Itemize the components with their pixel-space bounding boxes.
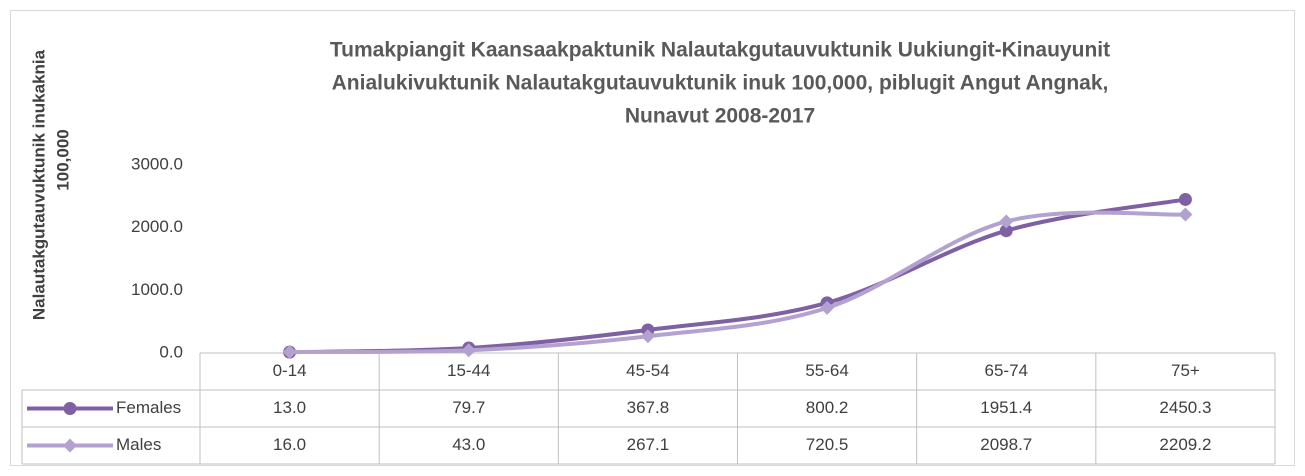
- x-tick-label: 0-14: [273, 361, 307, 380]
- y-tick-label: 1000.0: [131, 280, 183, 299]
- x-tick-label: 15-44: [447, 361, 490, 380]
- x-tick-label: 55-64: [805, 361, 848, 380]
- x-tick-label: 65-74: [985, 361, 1028, 380]
- table-value: 79.7: [452, 398, 485, 417]
- y-tick-label: 2000.0: [131, 217, 183, 236]
- legend-label: Males: [116, 435, 161, 454]
- x-tick-label: 45-54: [626, 361, 669, 380]
- table-value: 13.0: [273, 398, 306, 417]
- marker: [999, 224, 1013, 238]
- marker: [999, 214, 1014, 229]
- table-value: 1951.4: [980, 398, 1032, 417]
- chart-title: Nunavut 2008-2017: [625, 105, 815, 128]
- marker: [820, 300, 835, 315]
- legend-label: Females: [116, 398, 181, 417]
- table-value: 267.1: [627, 435, 670, 454]
- table-value: 720.5: [806, 435, 849, 454]
- y-tick-label: 3000.0: [131, 154, 183, 173]
- marker: [461, 343, 476, 358]
- table-value: 16.0: [273, 435, 306, 454]
- table-value: 367.8: [627, 398, 670, 417]
- marker: [63, 438, 77, 453]
- marker: [1178, 207, 1193, 222]
- y-axis-label: Nalautakgutauvuktunik inukaknia: [29, 49, 48, 320]
- table-value: 800.2: [806, 398, 849, 417]
- marker: [63, 402, 77, 415]
- y-tick-label: 0.0: [159, 342, 183, 361]
- series-line: [289, 210, 1186, 355]
- table-value: 2209.2: [1159, 435, 1211, 454]
- y-axis-label: 100,000: [53, 129, 72, 190]
- table-value: 2450.3: [1159, 398, 1211, 417]
- marker: [1178, 192, 1192, 206]
- chart-title: Anialukivuktunik Nalautakgutauvuktunik i…: [332, 72, 1109, 95]
- marker: [282, 344, 297, 359]
- table-value: 2098.7: [980, 435, 1032, 454]
- x-tick-label: 75+: [1171, 361, 1200, 380]
- table-value: 43.0: [452, 435, 485, 454]
- marker: [640, 329, 655, 344]
- chart-title: Tumakpiangit Kaansaakpaktunik Nalautakgu…: [330, 39, 1110, 62]
